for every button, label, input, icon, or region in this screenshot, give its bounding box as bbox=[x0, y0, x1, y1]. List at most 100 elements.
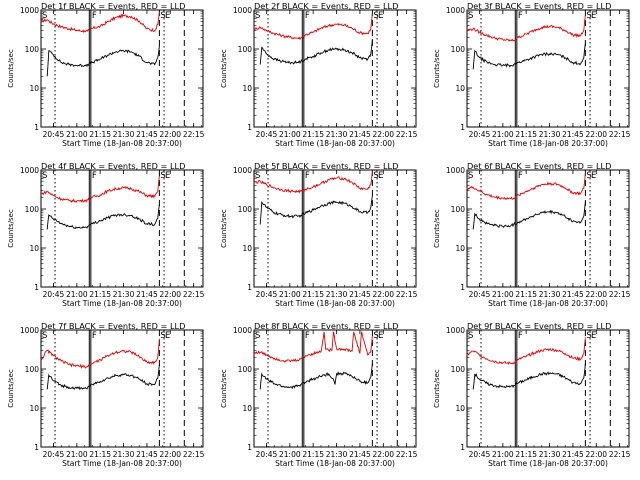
y-tick-label: 10 bbox=[242, 244, 252, 253]
x-axis-label: Start Time (18-Jan-08 20:37:00) bbox=[275, 299, 395, 308]
detector-plot: Det 9f BLACK = Events, RED = LLD 1 10 100 10… bbox=[433, 321, 631, 468]
y-tick-label: 100 bbox=[238, 205, 253, 214]
y-tick-label: 1 bbox=[247, 283, 252, 292]
detector-plot: Det 6f BLACK = Events, RED = LLD 1 10 100 10… bbox=[433, 161, 631, 308]
plot-frame bbox=[466, 9, 630, 128]
x-tick-label: 21:15 bbox=[302, 450, 324, 459]
x-tick-label: 21:30 bbox=[113, 290, 135, 299]
event-marker-label: F bbox=[518, 171, 523, 181]
x-tick-label: 21:00 bbox=[492, 290, 514, 299]
detector-plot: Det 2f BLACK = Events, RED = LLD 1 10 100 10… bbox=[220, 1, 418, 148]
y-tick-label: 10 bbox=[455, 404, 465, 413]
x-tick-label: 22:00 bbox=[159, 290, 181, 299]
y-tick-label: 1000 bbox=[446, 166, 465, 175]
event-marker-label: F bbox=[92, 171, 97, 181]
x-axis-label: Start Time (18-Jan-08 20:37:00) bbox=[62, 459, 182, 468]
x-tick-label: 22:00 bbox=[585, 450, 607, 459]
event-marker-label: F bbox=[305, 11, 310, 21]
x-tick-label: 20:45 bbox=[256, 450, 278, 459]
events-series-line bbox=[259, 38, 373, 65]
x-tick-label: 21:00 bbox=[66, 130, 88, 139]
plot-frame bbox=[40, 169, 204, 288]
y-tick-label: 10 bbox=[29, 244, 39, 253]
y-tick-label: 100 bbox=[25, 365, 40, 374]
event-marker-label: F bbox=[518, 331, 523, 341]
y-tick-label: 1000 bbox=[446, 6, 465, 15]
event-marker-label: S bbox=[586, 331, 591, 341]
y-tick-label: 10 bbox=[242, 404, 252, 413]
plot-title: Det 4f BLACK = Events, RED = LLD bbox=[41, 161, 185, 171]
y-tick-label: 1 bbox=[247, 123, 252, 132]
x-tick-label: 21:30 bbox=[539, 450, 561, 459]
lld-series-line bbox=[253, 331, 373, 363]
x-tick-label: 22:15 bbox=[396, 290, 418, 299]
detector-plot: Det 7f BLACK = Events, RED = LLD 1 10 100 10… bbox=[7, 321, 205, 468]
x-axis-label: Start Time (18-Jan-08 20:37:00) bbox=[488, 139, 608, 148]
x-axis-label: Start Time (18-Jan-08 20:37:00) bbox=[62, 139, 182, 148]
x-tick-label: 21:15 bbox=[89, 450, 111, 459]
y-axis-label: Counts/sec bbox=[433, 369, 441, 408]
x-tick-label: 21:30 bbox=[326, 130, 348, 139]
detector-plot: Det 4f BLACK = Events, RED = LLD 1 10 100 10… bbox=[7, 161, 205, 308]
events-series-line bbox=[472, 43, 586, 70]
y-axis-label: Counts/sec bbox=[7, 49, 15, 88]
x-tick-label: 21:30 bbox=[326, 450, 348, 459]
x-tick-label: 21:15 bbox=[515, 450, 537, 459]
plot-title: Det 6f BLACK = Events, RED = LLD bbox=[467, 161, 611, 171]
event-marker-label: S bbox=[255, 331, 260, 341]
x-tick-label: 21:00 bbox=[279, 450, 301, 459]
x-tick-label: 20:45 bbox=[43, 130, 65, 139]
x-tick-label: 21:15 bbox=[302, 130, 324, 139]
detector-plot: Det 5f BLACK = Events, RED = LLD 1 10 100 10… bbox=[220, 161, 418, 308]
x-tick-label: 20:45 bbox=[43, 290, 65, 299]
x-tick-label: 21:00 bbox=[492, 130, 514, 139]
y-axis-label: Counts/sec bbox=[220, 49, 228, 88]
x-tick-label: 20:45 bbox=[256, 130, 278, 139]
x-tick-label: 20:45 bbox=[469, 450, 491, 459]
plot-frame bbox=[466, 329, 630, 448]
y-tick-label: 100 bbox=[451, 45, 466, 54]
x-tick-label: 21:30 bbox=[539, 130, 561, 139]
event-marker-label: S bbox=[42, 171, 47, 181]
event-marker-label: E bbox=[165, 171, 170, 181]
event-marker-label: S bbox=[255, 171, 260, 181]
event-marker-label: S bbox=[586, 171, 591, 181]
y-tick-label: 1 bbox=[460, 283, 465, 292]
y-tick-label: 100 bbox=[238, 45, 253, 54]
events-series-line bbox=[46, 364, 160, 391]
y-axis-label: Counts/sec bbox=[7, 369, 15, 408]
event-marker-label: F bbox=[305, 331, 310, 341]
x-tick-label: 22:00 bbox=[372, 450, 394, 459]
x-tick-label: 22:15 bbox=[183, 290, 205, 299]
y-tick-label: 1 bbox=[247, 443, 252, 452]
x-tick-label: 21:45 bbox=[349, 130, 371, 139]
event-marker-label: F bbox=[305, 171, 310, 181]
x-tick-label: 21:15 bbox=[302, 290, 324, 299]
event-marker-label: S bbox=[468, 331, 473, 341]
plot-frame bbox=[253, 329, 417, 448]
event-marker-label: S bbox=[373, 11, 378, 21]
x-tick-label: 21:30 bbox=[113, 450, 135, 459]
plot-frame bbox=[253, 9, 417, 128]
event-marker-label: E bbox=[378, 171, 383, 181]
detector-plot: Det 1f BLACK = Events, RED = LLD 1 10 100 10… bbox=[7, 1, 205, 148]
lld-series-line bbox=[466, 337, 586, 365]
event-marker-label: S bbox=[160, 171, 165, 181]
y-axis-label: Counts/sec bbox=[433, 49, 441, 88]
plot-title: Det 7f BLACK = Events, RED = LLD bbox=[41, 321, 185, 331]
x-tick-label: 21:15 bbox=[89, 290, 111, 299]
x-tick-label: 21:15 bbox=[515, 290, 537, 299]
x-tick-label: 21:00 bbox=[279, 290, 301, 299]
x-tick-label: 21:45 bbox=[136, 130, 158, 139]
y-tick-label: 100 bbox=[451, 365, 466, 374]
x-tick-label: 21:45 bbox=[349, 450, 371, 459]
plot-title: Det 1f BLACK = Events, RED = LLD bbox=[41, 1, 185, 11]
x-tick-label: 21:00 bbox=[66, 450, 88, 459]
x-axis-label: Start Time (18-Jan-08 20:37:00) bbox=[62, 299, 182, 308]
plot-title: Det 2f BLACK = Events, RED = LLD bbox=[254, 1, 398, 11]
events-series-line bbox=[46, 204, 160, 230]
event-marker-label: E bbox=[165, 11, 170, 21]
event-marker-label: E bbox=[591, 331, 596, 341]
plot-title: Det 3f BLACK = Events, RED = LLD bbox=[467, 1, 611, 11]
y-axis-label: Counts/sec bbox=[220, 369, 228, 408]
